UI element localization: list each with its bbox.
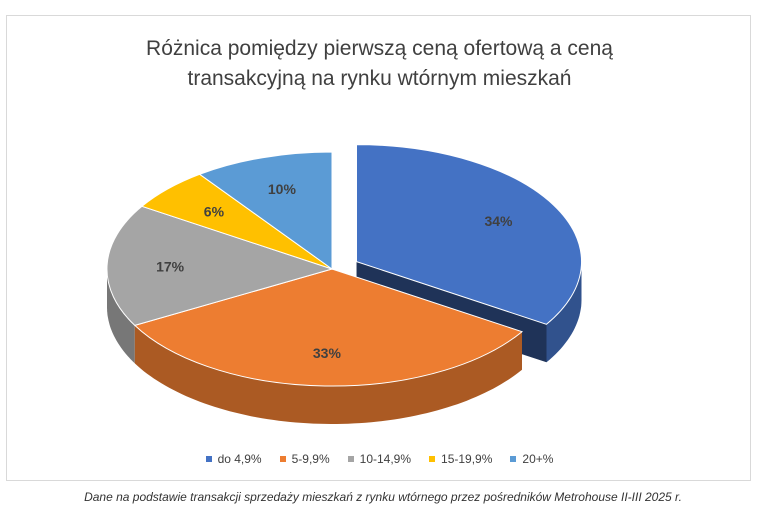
legend-item: do 4,9% [205, 452, 262, 466]
legend-label: 20+% [522, 452, 554, 466]
data-label-5-9,9%: 33% [313, 345, 342, 361]
legend-swatch [429, 456, 436, 462]
chart-frame: Różnica pomiędzy pierwszą ceną ofertową … [6, 15, 751, 481]
source-caption: Dane na podstawie transakcji sprzedaży m… [84, 490, 682, 504]
pie-slice-10-14,9% [106, 205, 334, 326]
data-label-do 4,9%: 34% [484, 213, 513, 229]
chart-legend: do 4,9% 5-9,9% 10-14,9% 15-19,9% 20+% [7, 452, 752, 466]
pie-slice-5-9,9% [133, 268, 524, 387]
data-label-20+%: 10% [268, 181, 297, 197]
legend-label: 10-14,9% [359, 452, 412, 466]
pie-side-5-9,9% [134, 325, 523, 424]
chart-title-line-2: transakcyjną na rynku wtórnym mieszkań [187, 67, 572, 90]
pie-slice-20+% [198, 151, 333, 270]
legend-label: do 4,9% [217, 452, 262, 466]
pie-slice-do 4,9% [356, 144, 583, 325]
legend-label: 15-19,9% [441, 452, 493, 466]
legend-item: 15-19,9% [429, 452, 492, 466]
data-label-15-19,9%: 6% [204, 203, 225, 219]
pie-side-10-14,9% [107, 270, 135, 364]
data-label-10-14,9%: 17% [156, 258, 185, 274]
legend-item: 20+% [510, 452, 553, 466]
legend-item: 5-9,9% [279, 452, 330, 466]
legend-label: 5-9,9% [291, 452, 330, 466]
legend-item: 10-14,9% [347, 452, 412, 466]
chart-title-line-1: Różnica pomiędzy pierwszą ceną ofertową … [146, 37, 613, 60]
legend-swatch [510, 456, 517, 462]
legend-swatch [347, 456, 354, 462]
pie-side-do 4,9% [546, 262, 582, 363]
legend-swatch [205, 456, 212, 462]
legend-swatch [279, 456, 286, 462]
pie-chart: 34% 33% 17% 6% 10% [106, 144, 583, 424]
chart-title: Różnica pomiędzy pierwszą ceną ofertową … [7, 34, 752, 94]
